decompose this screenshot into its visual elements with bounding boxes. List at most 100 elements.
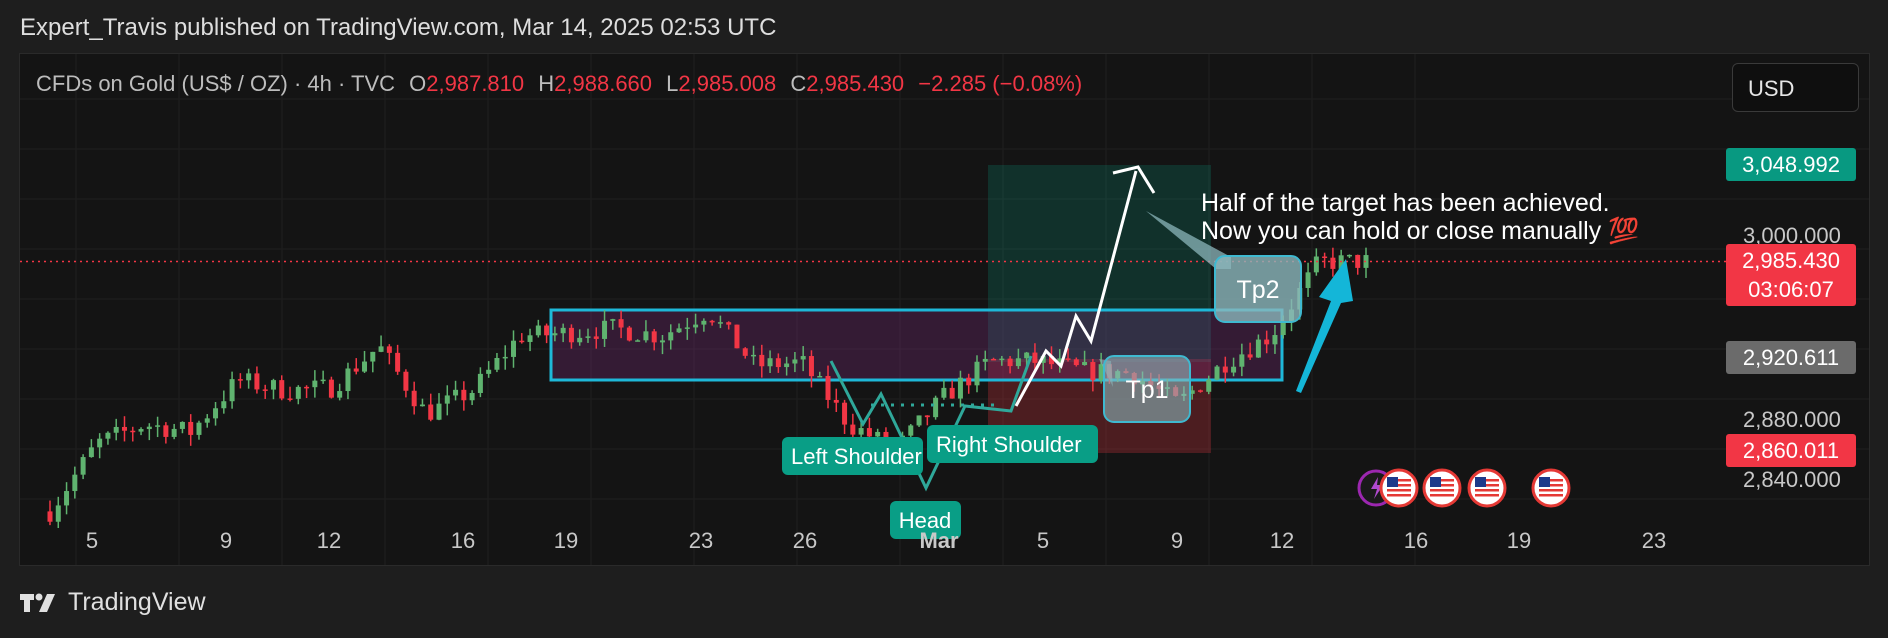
candle-body	[510, 340, 516, 357]
x-tick: 9	[219, 528, 233, 553]
candle-body	[933, 397, 939, 418]
y-tick-2880: 2,880.000	[1743, 407, 1841, 432]
candle-body	[1247, 354, 1253, 358]
candle-body	[684, 327, 690, 329]
candle-body	[800, 356, 806, 360]
footer-brand[interactable]: TradingView	[20, 588, 206, 617]
candle-body	[502, 356, 508, 359]
price-tag-green: 3,048.992	[1726, 148, 1856, 181]
candle-body	[1098, 364, 1104, 381]
close-value: 2,985.430	[806, 71, 905, 96]
candle-body	[386, 346, 392, 353]
take-profit-zone	[988, 165, 1211, 362]
us-flag-icon	[1531, 468, 1571, 508]
flag-stripe	[1539, 494, 1563, 497]
candle-body	[982, 358, 988, 362]
flag-ring	[1531, 468, 1571, 508]
candle-body	[775, 358, 781, 368]
candle-body	[709, 320, 715, 323]
candle-body	[957, 377, 963, 399]
candle-body	[486, 369, 492, 374]
flag-canton	[1430, 477, 1441, 487]
candle-body	[279, 380, 285, 399]
high-value: 2,988.660	[554, 71, 653, 96]
x-tick: 12	[1269, 528, 1295, 553]
bolt-glyph	[1371, 477, 1383, 499]
candle-body	[1065, 358, 1071, 360]
x-tick: 16	[450, 528, 476, 553]
candle-body	[411, 390, 417, 407]
flag-canton	[1539, 477, 1550, 487]
price-tag-last: 2,985.430 03:06:07	[1726, 244, 1856, 306]
tradingview-logo-icon	[20, 593, 55, 612]
candle-body	[593, 336, 599, 339]
candle-body	[64, 491, 70, 506]
low-label: L	[666, 71, 679, 96]
tp2-label: Tp2	[1236, 276, 1279, 304]
candle-body	[121, 426, 127, 431]
close-label: C	[790, 71, 807, 96]
candle-body	[494, 357, 500, 370]
candle-body	[858, 428, 864, 435]
x-tick: 5	[1036, 528, 1050, 553]
candle-body	[808, 356, 814, 377]
candle-body	[717, 322, 723, 324]
candle-body	[635, 340, 641, 342]
x-tick: 12	[316, 528, 342, 553]
tp1-box	[1103, 355, 1191, 423]
candle-body	[477, 373, 483, 393]
candle-body	[701, 320, 707, 325]
candle-body	[693, 324, 699, 328]
x-tick: 19	[553, 528, 579, 553]
note-line-2: Now you can hold or close manually 💯	[1201, 216, 1639, 245]
candle-body	[113, 426, 119, 433]
candle-body	[213, 408, 219, 419]
candle-body	[626, 327, 632, 341]
candle-body	[577, 337, 583, 343]
flag-stripe	[1387, 489, 1411, 492]
candle-body	[270, 380, 276, 390]
candle-body	[320, 379, 326, 382]
us-flag-icon	[1379, 468, 1419, 508]
candle-body	[1082, 362, 1088, 366]
candle-body	[659, 340, 665, 343]
candle-body	[204, 418, 210, 423]
candle-body	[1007, 358, 1013, 367]
candle-body	[618, 319, 624, 328]
bar-countdown: 03:06:07	[1748, 277, 1834, 302]
candle-body	[734, 324, 740, 349]
range-box	[549, 308, 1284, 382]
tp2-box	[1214, 255, 1302, 323]
candle-body	[1057, 358, 1063, 365]
candle-body	[237, 379, 243, 381]
candle-body	[47, 511, 53, 522]
candle-body	[751, 354, 757, 357]
head-box	[890, 501, 961, 539]
candle-body	[97, 438, 103, 448]
candle-body	[544, 325, 550, 336]
chart-area[interactable]: Tp2 Tp1 Left Shoulder Right Shoulder Head Hal…	[19, 53, 1870, 566]
candle-body	[444, 395, 450, 404]
candle-body	[395, 352, 401, 372]
open-value: 2,987.810	[426, 71, 525, 96]
candle-body	[221, 401, 227, 409]
flag-stripe	[1430, 489, 1454, 492]
candle-body	[519, 340, 525, 343]
candle-body	[80, 457, 86, 475]
flag-stripe	[1539, 489, 1563, 492]
candle-body	[179, 421, 185, 429]
us-flag-icon	[1467, 468, 1507, 508]
candle-body	[966, 377, 972, 386]
candle-body	[1040, 356, 1046, 363]
high-label: H	[538, 71, 555, 96]
currency-button[interactable]: USD	[1732, 63, 1859, 112]
candle-body	[602, 320, 608, 339]
publish-line: Expert_Travis published on TradingView.c…	[20, 14, 777, 41]
candle-body	[759, 354, 765, 367]
left-shoulder-label: Left Shoulder	[791, 444, 922, 469]
flag-stripe	[1430, 494, 1454, 497]
candle-body	[1239, 354, 1245, 367]
candle-body	[1222, 366, 1228, 373]
right-shoulder-box	[927, 425, 1098, 463]
chart-canvas[interactable]: Tp2 Tp1 Left Shoulder Right Shoulder Head Hal…	[20, 54, 1870, 566]
